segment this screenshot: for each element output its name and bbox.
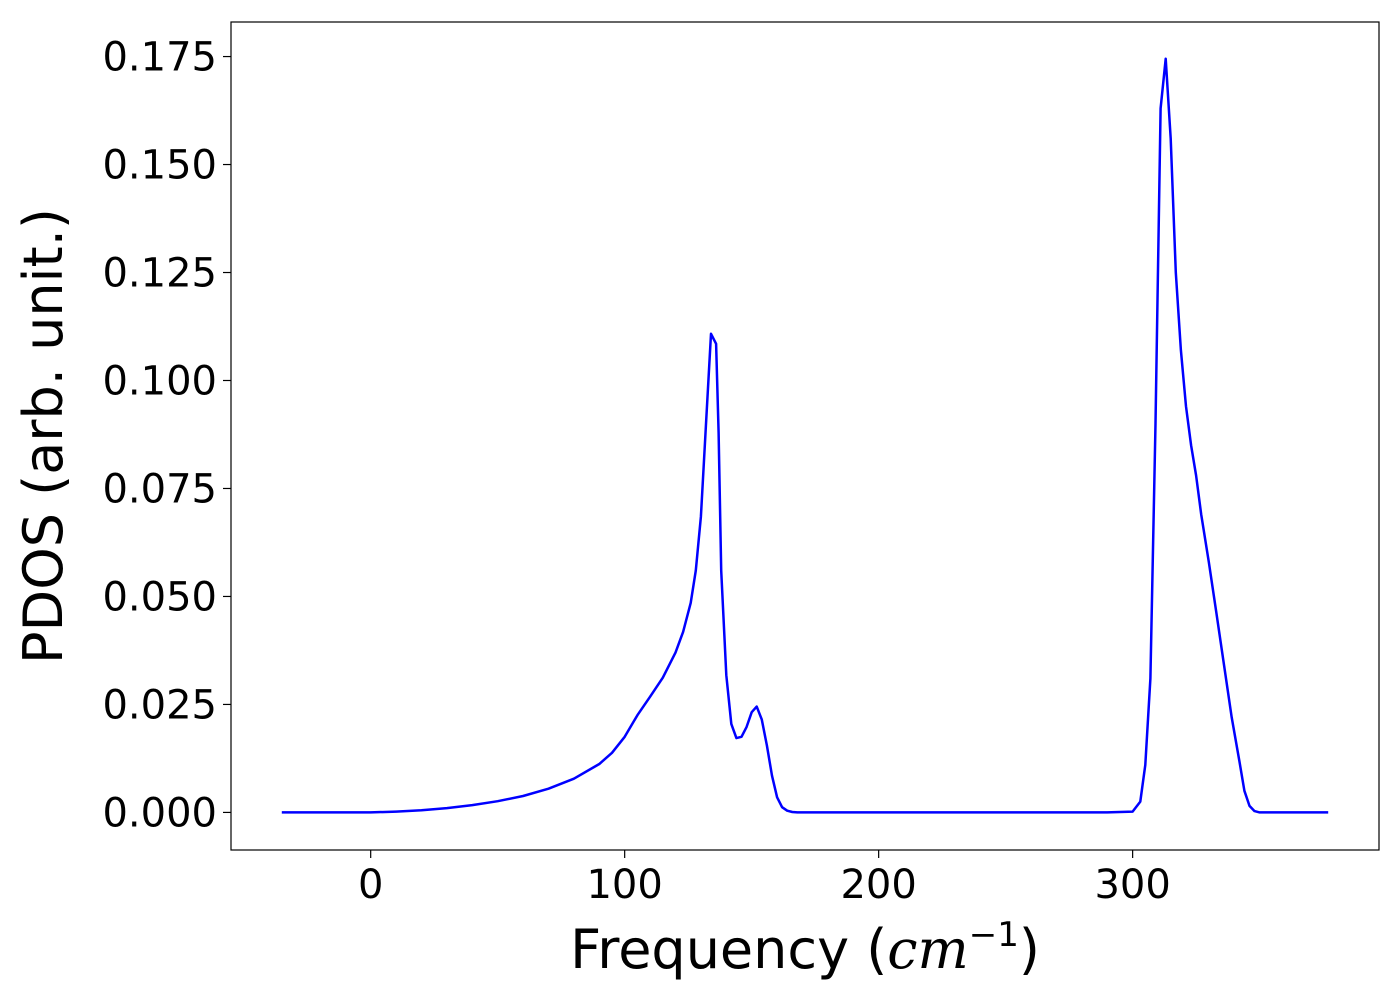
x-tick-label: 0 bbox=[358, 862, 383, 908]
y-axis-label: PDOS (arb. unit.) bbox=[12, 208, 75, 664]
plot-frame bbox=[230, 21, 1380, 851]
x-tick-label: 200 bbox=[840, 862, 916, 908]
y-tick-label: 0.150 bbox=[102, 143, 217, 189]
y-tick-label: 0.125 bbox=[102, 251, 217, 297]
y-tick-label: 0.000 bbox=[102, 790, 217, 836]
axis-ticks: 0 100 200 300 0.000 0.025 0.050 0.075 0.100 0.125… bbox=[102, 35, 1170, 908]
x-tick-label: 100 bbox=[586, 862, 662, 908]
y-tick-label: 0.075 bbox=[102, 466, 217, 512]
series-line-pdos bbox=[281, 57, 1329, 814]
y-tick-label: 0.100 bbox=[102, 358, 217, 404]
y-tick-label: 0.050 bbox=[102, 574, 217, 620]
y-tick-label: 0.025 bbox=[102, 682, 217, 728]
y-tick-label: 0.175 bbox=[102, 35, 217, 81]
x-tick-label: 300 bbox=[1094, 862, 1170, 908]
x-axis-label: Frequency (cm−1) bbox=[570, 915, 1040, 981]
